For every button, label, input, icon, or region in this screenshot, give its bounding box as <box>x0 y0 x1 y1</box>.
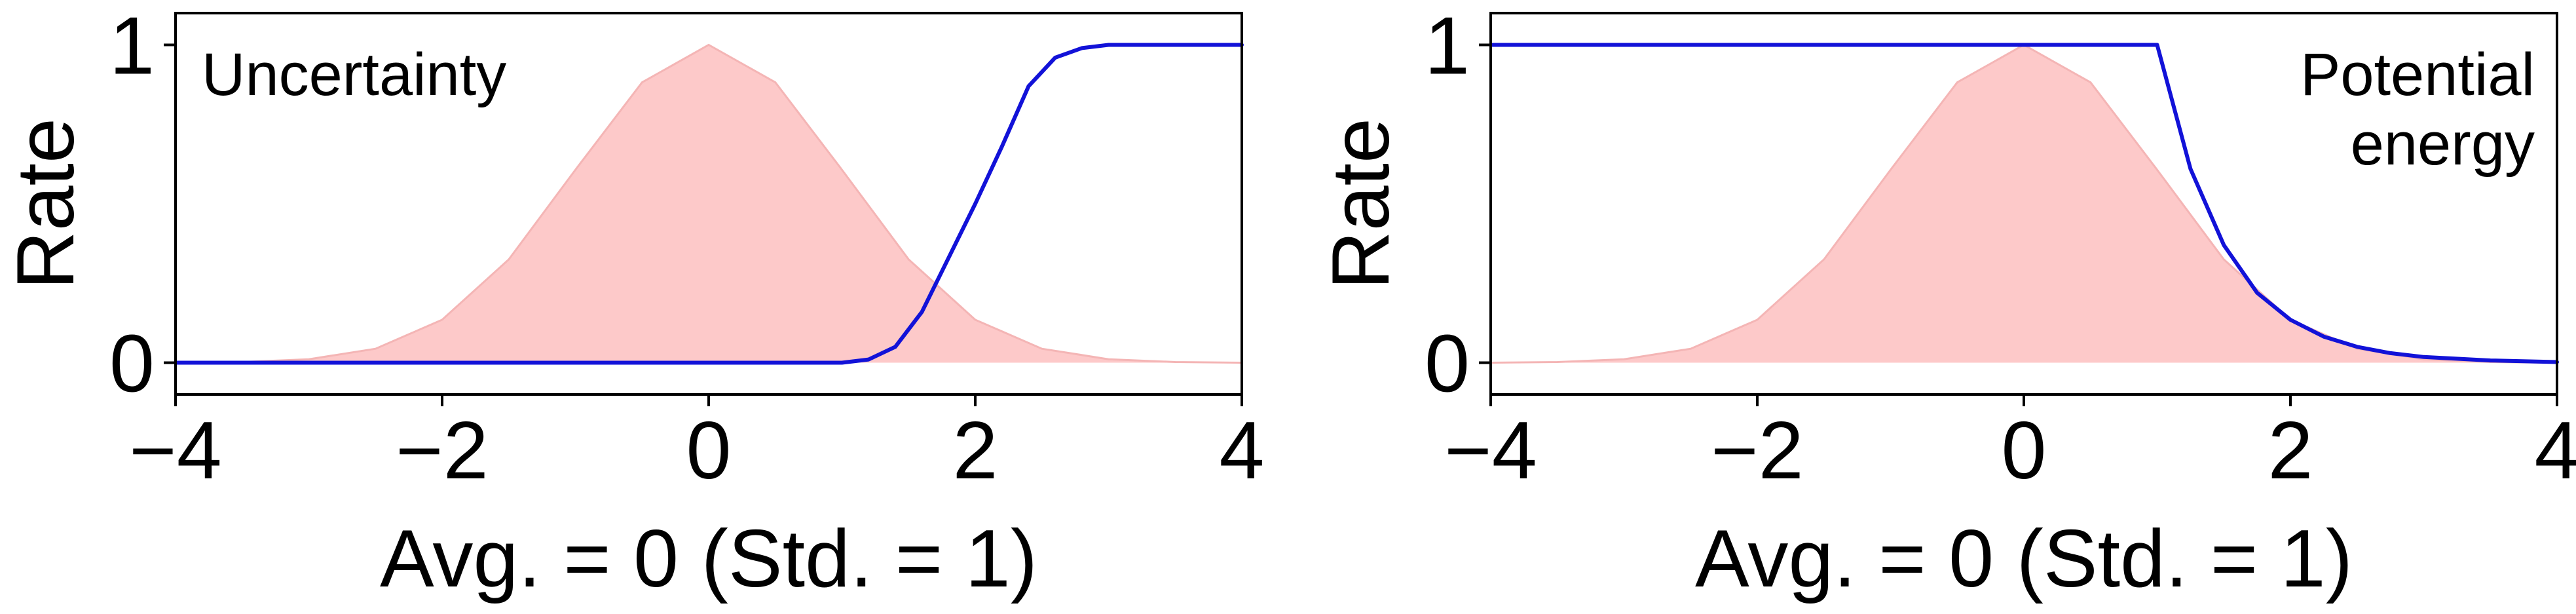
panel-label: Potential energy <box>2300 41 2535 178</box>
plot-marks <box>1489 43 2559 364</box>
rate-curve-line <box>1489 43 2559 364</box>
distribution-area <box>176 45 1242 363</box>
x-tick-label: 4 <box>2535 406 2576 496</box>
x-tick-label: 4 <box>1220 406 1265 496</box>
y-axis-label: Rate <box>1316 118 1406 290</box>
x-tick-label: −4 <box>1444 406 1537 496</box>
x-tick-label: −2 <box>1711 406 1803 496</box>
tick-marks: −4 −2 0 2 4 0 1 <box>1425 1 2576 497</box>
y-tick-label: 0 <box>1425 319 1470 410</box>
y-tick-label: 1 <box>1425 1 1470 92</box>
x-tick-label: 0 <box>686 406 732 496</box>
rate-curve-line <box>174 43 1244 365</box>
distribution-outline <box>175 43 1242 364</box>
plot-marks <box>174 43 1244 365</box>
tick-marks: −4 −2 0 2 4 0 1 <box>109 1 1264 497</box>
chart-panel-uncertainty: −4 −2 0 2 4 0 1 Uncertainty Rate Avg. = 0 (Std… <box>1 1 1264 605</box>
y-tick-label: 0 <box>109 319 155 410</box>
panel-label: Uncertainty <box>202 41 506 108</box>
x-tick-label: 2 <box>953 406 998 496</box>
x-tick-label: −2 <box>396 406 488 496</box>
panel-label-line: energy <box>2351 111 2535 178</box>
chart-panel-potential-energy: −4 −2 0 2 4 0 1 Potential energy Rate Avg. = 0 … <box>1316 1 2576 605</box>
x-axis-label: Avg. = 0 (Std. = 1) <box>380 514 1037 604</box>
x-axis-label: Avg. = 0 (Std. = 1) <box>1695 514 2353 604</box>
panel-label-line: Potential <box>2300 41 2535 108</box>
x-tick-label: −4 <box>129 406 221 496</box>
distribution-area <box>1491 45 2557 363</box>
y-axis-label: Rate <box>1 118 91 290</box>
x-tick-label: 2 <box>2268 406 2313 496</box>
x-tick-label: 0 <box>2002 406 2047 496</box>
y-tick-label: 1 <box>109 1 155 92</box>
